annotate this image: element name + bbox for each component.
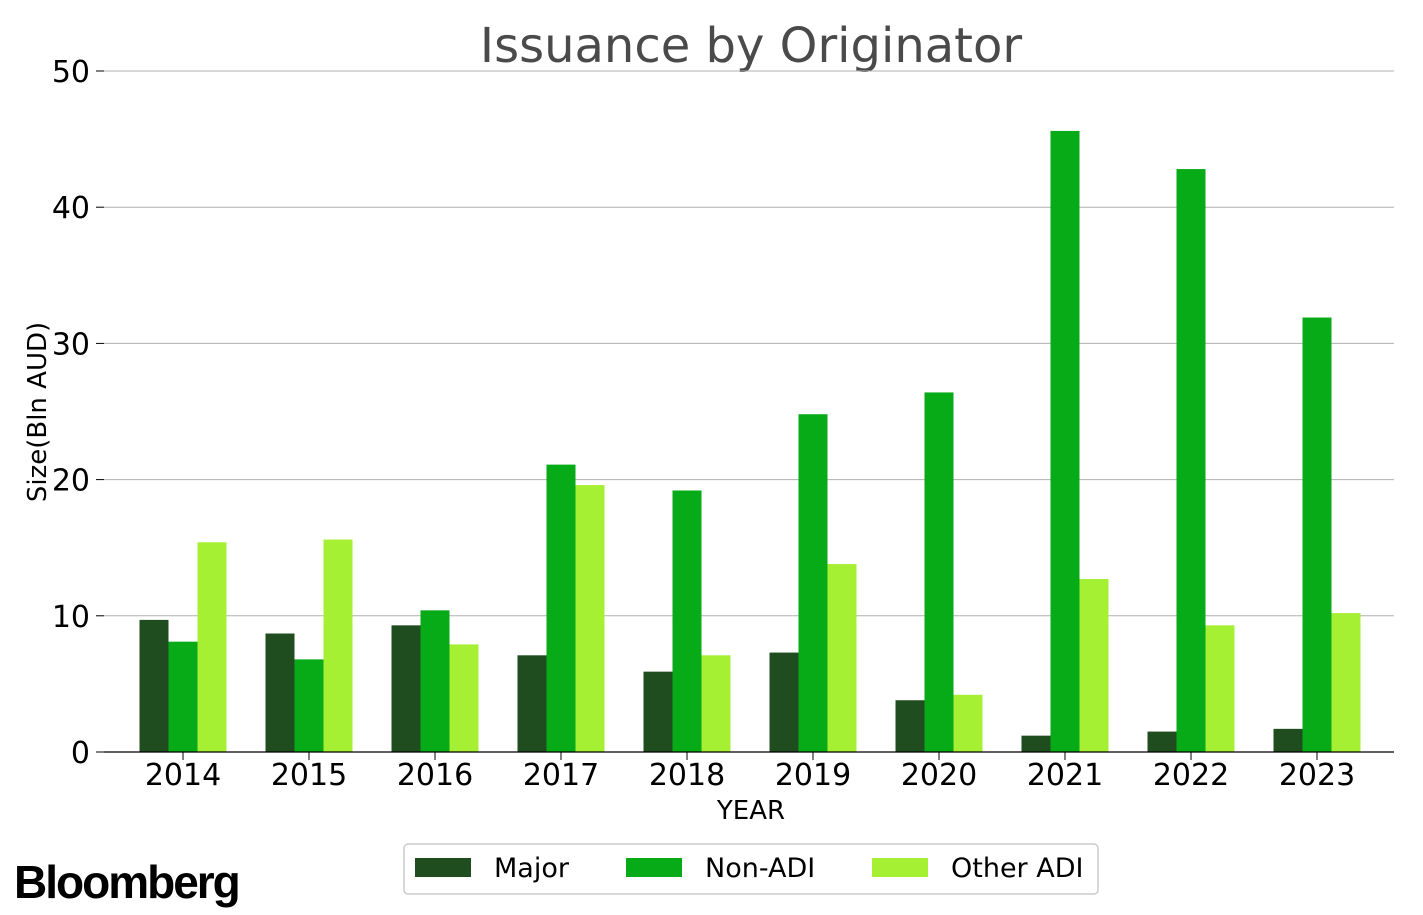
x-tick-label: 2023 <box>1279 758 1355 793</box>
bar-major-2022 <box>1147 731 1177 752</box>
bar-non-adi-2022 <box>1176 169 1206 753</box>
legend-label: Other ADI <box>951 853 1083 884</box>
bar-other-adi-2015 <box>323 539 353 752</box>
y-tick-label: 50 <box>52 55 90 90</box>
bars <box>139 130 1361 753</box>
legend: Major Non-ADI Other ADI <box>403 843 1099 895</box>
x-tick-label: 2021 <box>1027 758 1103 793</box>
axes: 0 10 20 30 40 50 2014 2015 2016 2017 2018 2019 2020 2… <box>52 55 1394 793</box>
x-axis-label: YEAR <box>716 796 785 826</box>
bar-major-2023 <box>1273 728 1303 752</box>
bar-major-2021 <box>1021 735 1051 752</box>
bar-other-adi-2020 <box>953 694 983 752</box>
bar-major-2018 <box>643 671 673 752</box>
bar-other-adi-2018 <box>701 655 731 752</box>
x-tick-label: 2014 <box>145 758 221 793</box>
legend-swatch <box>626 858 682 877</box>
bar-other-adi-2021 <box>1079 579 1109 752</box>
bar-non-adi-2014 <box>168 641 198 752</box>
y-axis-label: Size(Bln AUD) <box>23 322 53 502</box>
bar-non-adi-2019 <box>798 414 828 752</box>
x-tick-label: 2019 <box>775 758 851 793</box>
x-tick-label: 2020 <box>901 758 977 793</box>
legend-swatch <box>415 858 471 877</box>
bar-other-adi-2014 <box>197 542 227 752</box>
bar-major-2019 <box>769 652 799 752</box>
y-tick-label: 0 <box>71 736 90 771</box>
legend-frame <box>403 843 1099 895</box>
bar-other-adi-2023 <box>1331 613 1361 752</box>
y-tick-label: 30 <box>52 327 90 362</box>
x-tick-label: 2022 <box>1153 758 1229 793</box>
y-tick-label: 20 <box>52 464 90 499</box>
bar-major-2020 <box>895 700 925 752</box>
bar-major-2014 <box>139 619 169 752</box>
bar-non-adi-2015 <box>294 659 324 752</box>
bar-non-adi-2020 <box>924 392 954 752</box>
legend-item-non-adi: Non-ADI <box>626 853 815 884</box>
legend-label: Major <box>494 853 570 884</box>
bar-major-2017 <box>517 655 547 752</box>
x-tick-label: 2017 <box>523 758 599 793</box>
bar-non-adi-2021 <box>1050 130 1080 753</box>
bar-other-adi-2016 <box>449 644 479 752</box>
chart-title: Issuance by Originator <box>480 18 1022 74</box>
bar-non-adi-2016 <box>420 610 450 752</box>
x-tick-label: 2015 <box>271 758 347 793</box>
bloomberg-logo: Bloomberg <box>14 856 239 908</box>
y-tick-label: 10 <box>52 600 90 635</box>
legend-label: Non-ADI <box>705 853 815 884</box>
bar-non-adi-2018 <box>672 490 702 752</box>
bar-other-adi-2017 <box>575 485 605 752</box>
bar-other-adi-2022 <box>1205 625 1235 752</box>
x-tick-label: 2018 <box>649 758 725 793</box>
legend-item-other-adi: Other ADI <box>872 853 1083 884</box>
bar-non-adi-2023 <box>1302 317 1332 752</box>
bar-other-adi-2019 <box>827 564 857 752</box>
y-tick-label: 40 <box>52 191 90 226</box>
bar-non-adi-2017 <box>546 464 576 752</box>
legend-item-major: Major <box>415 853 570 884</box>
bar-major-2015 <box>265 633 295 752</box>
bar-major-2016 <box>391 625 421 752</box>
x-tick-label: 2016 <box>397 758 473 793</box>
legend-swatch <box>872 858 928 877</box>
